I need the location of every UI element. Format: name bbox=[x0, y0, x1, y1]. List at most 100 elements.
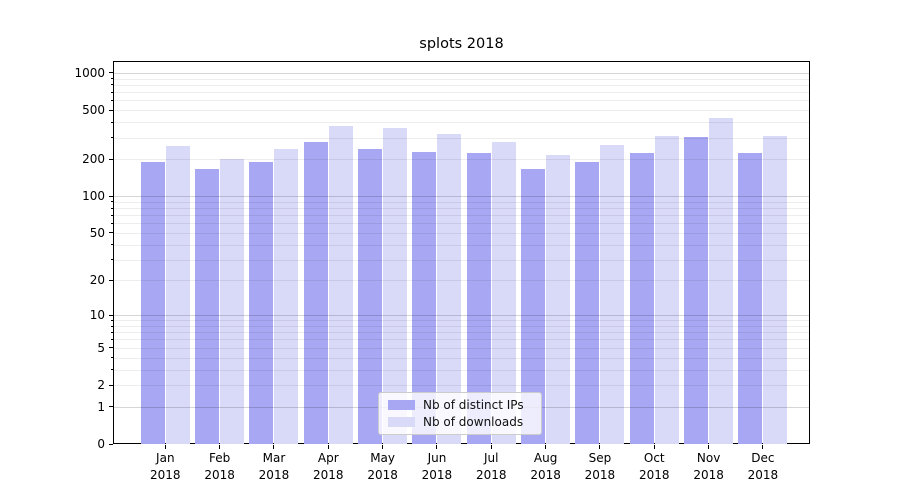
y-minor-tick-mark bbox=[110, 137, 113, 138]
y-tick-label: 20 bbox=[89, 273, 105, 288]
y-minor-tick-mark bbox=[110, 369, 113, 371]
minor-gridline bbox=[114, 201, 809, 203]
x-tick-mark bbox=[490, 445, 492, 449]
x-tick-label: Dec 2018 bbox=[747, 451, 779, 482]
x-tick-mark bbox=[382, 445, 384, 449]
y-minor-tick-mark bbox=[110, 91, 113, 93]
y-minor-tick-mark bbox=[110, 331, 113, 333]
x-tick-mark bbox=[327, 445, 329, 449]
legend-item-downloads: Nb of downloads bbox=[388, 415, 532, 429]
legend-swatch-distinct-ips bbox=[388, 400, 415, 411]
y-tick-label: 10 bbox=[89, 308, 105, 323]
major-gridline bbox=[114, 315, 809, 317]
x-tick-label: Jan 2018 bbox=[150, 451, 181, 482]
minor-gridline bbox=[114, 332, 809, 334]
minor-gridline bbox=[114, 244, 809, 246]
bar-downloads-nov bbox=[709, 117, 734, 444]
y-tick-mark bbox=[109, 347, 113, 349]
y-minor-tick-mark bbox=[110, 259, 113, 261]
x-tick-mark bbox=[219, 445, 221, 449]
y-minor-tick-mark bbox=[110, 325, 113, 327]
x-tick-mark bbox=[653, 445, 655, 449]
y-tick-mark bbox=[109, 406, 113, 408]
minor-gridline bbox=[114, 326, 809, 327]
y-minor-tick-mark bbox=[110, 214, 113, 216]
minor-gridline bbox=[114, 122, 809, 124]
bars-layer bbox=[114, 62, 809, 444]
x-tick-label: Aug 2018 bbox=[530, 451, 561, 482]
legend: Nb of distinct IPs Nb of downloads bbox=[378, 392, 542, 435]
y-tick-label: 100 bbox=[82, 189, 105, 204]
minor-gridline bbox=[114, 215, 809, 217]
y-tick-label: 1000 bbox=[74, 65, 105, 80]
y-tick-mark bbox=[109, 232, 113, 234]
x-tick-label: Nov 2018 bbox=[693, 451, 724, 482]
y-tick-label: 2 bbox=[97, 378, 105, 392]
x-tick-mark bbox=[436, 445, 438, 449]
bar-distinct-ips-sep bbox=[575, 161, 600, 444]
y-minor-tick-mark bbox=[110, 201, 113, 203]
minor-gridline bbox=[114, 223, 809, 225]
bar-distinct-ips-mar bbox=[249, 162, 274, 444]
y-tick-mark bbox=[109, 384, 113, 386]
x-tick-mark bbox=[164, 445, 166, 449]
x-tick-mark bbox=[708, 445, 710, 449]
x-tick-label: Sep 2018 bbox=[584, 451, 616, 482]
y-minor-tick-mark bbox=[110, 99, 113, 101]
minor-gridline bbox=[114, 208, 809, 209]
y-minor-tick-mark bbox=[110, 319, 113, 321]
y-tick-label: 50 bbox=[89, 225, 105, 240]
x-tick-label: Mar 2018 bbox=[258, 451, 290, 482]
legend-label-downloads: Nb of downloads bbox=[423, 414, 524, 429]
bar-distinct-ips-nov bbox=[684, 136, 709, 444]
y-tick-mark bbox=[109, 443, 113, 445]
y-tick-mark bbox=[109, 158, 113, 160]
y-minor-tick-mark bbox=[110, 84, 113, 86]
bar-distinct-ips-dec bbox=[738, 152, 763, 444]
y-tick-mark bbox=[109, 109, 113, 111]
minor-gridline bbox=[114, 357, 809, 359]
x-tick-mark bbox=[762, 445, 764, 449]
bar-distinct-ips-feb bbox=[195, 168, 220, 444]
y-tick-mark bbox=[109, 314, 113, 316]
major-gridline bbox=[114, 196, 809, 198]
y-tick-label: 5 bbox=[97, 340, 105, 355]
chart-title: splots 2018 bbox=[419, 36, 504, 52]
x-tick-label: Apr 2018 bbox=[313, 451, 344, 482]
y-tick-label: 0 bbox=[97, 437, 105, 451]
y-minor-tick-mark bbox=[110, 338, 113, 340]
minor-gridline bbox=[114, 100, 809, 102]
x-tick-label: Jul 2018 bbox=[475, 451, 507, 482]
x-tick-label: Jun 2018 bbox=[421, 451, 453, 482]
minor-gridline bbox=[114, 259, 809, 261]
legend-swatch-downloads bbox=[388, 416, 415, 427]
y-tick-mark bbox=[109, 72, 113, 74]
bar-downloads-aug bbox=[546, 154, 571, 444]
bar-downloads-sep bbox=[600, 144, 625, 444]
minor-gridline bbox=[114, 84, 809, 86]
minor-gridline bbox=[114, 92, 809, 94]
legend-item-distinct-ips: Nb of distinct IPs bbox=[388, 398, 532, 412]
x-tick-label: Oct 2018 bbox=[638, 451, 670, 482]
plot-area bbox=[113, 61, 810, 444]
y-minor-tick-mark bbox=[110, 244, 113, 246]
minor-gridline bbox=[114, 159, 809, 161]
y-minor-tick-mark bbox=[110, 207, 113, 209]
y-minor-tick-mark bbox=[110, 222, 113, 224]
y-tick-label: 500 bbox=[82, 103, 105, 118]
minor-gridline bbox=[114, 369, 809, 371]
y-tick-label: 1 bbox=[97, 399, 105, 414]
major-gridline bbox=[114, 72, 809, 74]
x-tick-mark bbox=[273, 445, 275, 449]
x-tick-label: Feb 2018 bbox=[204, 451, 235, 482]
minor-gridline bbox=[114, 385, 809, 386]
minor-gridline bbox=[114, 339, 809, 341]
minor-gridline bbox=[114, 320, 809, 322]
minor-gridline bbox=[114, 280, 809, 282]
y-minor-tick-mark bbox=[110, 121, 113, 123]
bar-downloads-apr bbox=[328, 125, 353, 444]
legend-label-distinct-ips: Nb of distinct IPs bbox=[423, 398, 524, 413]
bar-distinct-ips-apr bbox=[303, 142, 328, 444]
minor-gridline bbox=[114, 347, 809, 349]
